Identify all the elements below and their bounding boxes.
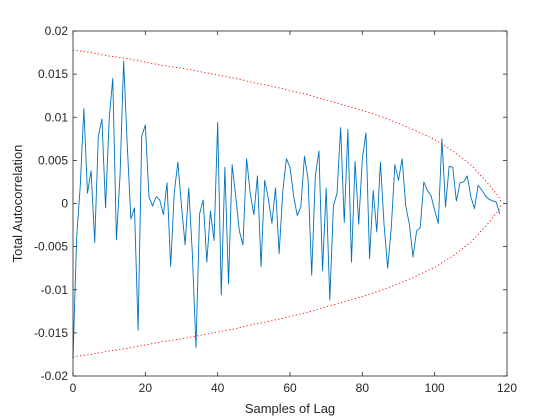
series-line-1 — [72, 60, 501, 359]
ticks-layer: 0 20 40 60 80 100 120 -0.02 -0.015 -0.01 -0.005 0 0.… — [34, 24, 517, 395]
x-tick-label: 80 — [356, 381, 370, 395]
y-axis-label: Total Autocorrelation — [10, 145, 25, 263]
x-axis-label: Samples of Lag — [245, 401, 335, 416]
series-line-2 — [72, 49, 503, 204]
x-tick-label: 20 — [139, 381, 153, 395]
x-tick-label: 0 — [70, 381, 77, 395]
y-tick-label: -0.015 — [34, 326, 68, 340]
y-tick-label: 0.01 — [45, 110, 69, 124]
x-tick-label: 120 — [497, 381, 517, 395]
series-layer — [72, 49, 503, 359]
series-line-3 — [72, 203, 503, 358]
y-tick-label: -0.005 — [34, 240, 68, 254]
y-tick-label: -0.02 — [41, 369, 69, 383]
y-tick-label: -0.01 — [41, 283, 69, 297]
y-tick-label: 0.015 — [38, 67, 68, 81]
y-tick-label: 0.005 — [38, 153, 68, 167]
plot-area — [73, 31, 507, 376]
x-tick-label: 100 — [425, 381, 445, 395]
x-tick-label: 60 — [283, 381, 297, 395]
y-tick-label: 0.02 — [45, 24, 69, 38]
x-tick-label: 40 — [211, 381, 225, 395]
y-tick-label: 0 — [61, 197, 68, 211]
